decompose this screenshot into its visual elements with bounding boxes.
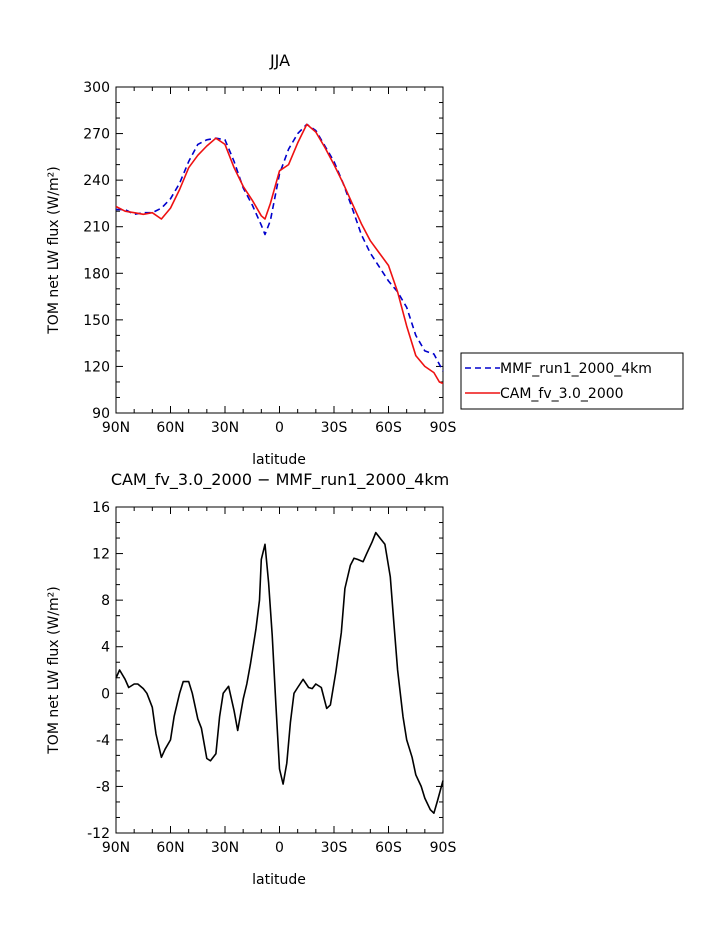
y-tick-label: -12 xyxy=(87,826,110,842)
series-line-difference xyxy=(115,531,444,815)
top-panel: JJA 90N 60N 30N 0 30S 60S 90S 90 120 150 180 210 240… xyxy=(46,51,684,468)
series-line-mmf-run1-2000-4km xyxy=(116,123,444,372)
y-tick-label: 210 xyxy=(83,220,110,236)
y-tick-label: -4 xyxy=(96,733,110,749)
bottom-plot-frame xyxy=(115,506,444,834)
y-tick-label: 4 xyxy=(101,640,110,656)
x-tick-label: 90S xyxy=(430,420,457,436)
top-chart-title: JJA xyxy=(269,51,290,70)
x-tick-label: 60S xyxy=(375,420,402,436)
x-tick-label: 30N xyxy=(211,840,239,856)
legend-box xyxy=(460,352,684,410)
y-tick-label: 270 xyxy=(83,127,110,143)
y-tick-label: 150 xyxy=(83,313,110,329)
top-plot-frame xyxy=(115,86,444,414)
y-tick-label: 8 xyxy=(101,593,110,609)
legend-label-mmf: MMF_run1_2000_4km xyxy=(500,361,652,377)
bottom-ticks: 90N 60N 30N 0 30S 60S 90S -12 -8 -4 0 4 8 12 16 xyxy=(87,500,456,856)
x-tick-label: 0 xyxy=(275,840,284,856)
y-tick-label: 0 xyxy=(101,686,110,702)
top-ticks: 90N 60N 30N 0 30S 60S 90S 90 120 150 180 210 240 270 3… xyxy=(83,80,456,436)
y-tick-label: 12 xyxy=(92,547,110,563)
x-tick-label: 90S xyxy=(430,840,457,856)
x-tick-label: 90N xyxy=(102,840,130,856)
bottom-chart-title: CAM_fv_3.0_2000 − MMF_run1_2000_4km xyxy=(111,470,449,490)
y-tick-label: 120 xyxy=(83,359,110,375)
x-tick-label: 30N xyxy=(211,420,239,436)
bottom-x-axis-label: latitude xyxy=(252,872,306,888)
x-tick-label: 60N xyxy=(156,420,184,436)
y-tick-label: 16 xyxy=(92,500,110,516)
y-tick-label: 300 xyxy=(83,80,110,96)
top-y-axis-label: TOM net LW flux (W/m²) xyxy=(46,166,62,335)
top-series xyxy=(115,123,444,385)
legend: MMF_run1_2000_4km CAM_fv_3.0_2000 xyxy=(460,352,684,410)
y-tick-label: 180 xyxy=(83,266,110,282)
y-tick-label: -8 xyxy=(96,779,110,795)
bottom-series xyxy=(115,531,444,815)
x-tick-label: 0 xyxy=(275,420,284,436)
bottom-panel: CAM_fv_3.0_2000 − MMF_run1_2000_4km 90N 6… xyxy=(46,470,456,888)
x-tick-label: 90N xyxy=(102,420,130,436)
legend-label-cam: CAM_fv_3.0_2000 xyxy=(500,386,624,402)
y-tick-label: 240 xyxy=(83,173,110,189)
bottom-y-axis-label: TOM net LW flux (W/m²) xyxy=(46,586,62,755)
series-line-cam-fv-3-0-2000 xyxy=(115,123,444,385)
x-tick-label: 60N xyxy=(156,840,184,856)
y-tick-label: 90 xyxy=(92,406,110,422)
x-tick-label: 60S xyxy=(375,840,402,856)
x-tick-label: 30S xyxy=(321,840,348,856)
top-x-axis-label: latitude xyxy=(252,452,306,468)
x-tick-label: 30S xyxy=(321,420,348,436)
